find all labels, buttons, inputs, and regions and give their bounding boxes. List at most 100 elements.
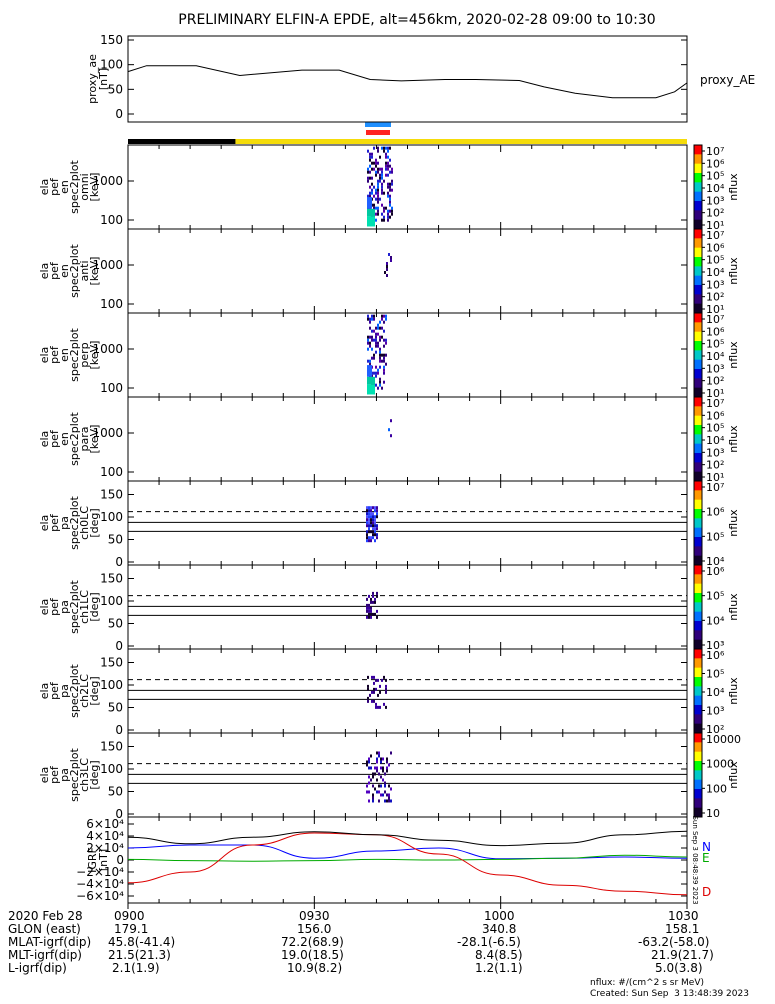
- colorbar-segment: [694, 154, 702, 165]
- colorbar-tick-label: 10¹: [706, 471, 724, 484]
- pitch-angle-pa_ch3: 150 100 50 0: [100, 732, 688, 821]
- colorbar-segment: [694, 770, 702, 781]
- pitch-angle-pixel: [386, 766, 388, 770]
- pitch-angle-pixel: [366, 533, 368, 537]
- y-axis-label-part: spec2plot: [68, 412, 81, 466]
- science-bar-blue: [365, 122, 391, 127]
- spectrogram-pixel: [371, 356, 373, 360]
- pitch-angle-pixel: [366, 603, 368, 607]
- pitch-angle-pixel: [390, 751, 392, 755]
- spectrogram-pixel: [379, 176, 381, 180]
- spectrogram-pixel: [383, 149, 385, 153]
- pitch-angle-pixel: [376, 512, 378, 516]
- spectrogram-pixel: [375, 218, 377, 222]
- pitch-angle-pixel: [388, 799, 390, 803]
- pitch-angle-pixel: [373, 687, 375, 691]
- proxy-ae-panel: 150 100 50 0 proxy_AE proxy_ae[nT]: [86, 33, 755, 123]
- pitch-angle-pixel: [370, 536, 372, 540]
- colorbar-segment: [694, 219, 702, 230]
- y-tick-label: 6×10⁴: [86, 817, 124, 831]
- y-axis-label-part: en: [58, 180, 71, 194]
- pitch-angle-pixel: [368, 512, 370, 516]
- spectrogram-pixel: [367, 208, 375, 217]
- spectrogram-pixel: [369, 158, 371, 162]
- spectrogram-pixel: [381, 353, 383, 357]
- spectrogram-pixel: [371, 176, 373, 180]
- spectrogram-pixel: [377, 386, 379, 390]
- pitch-angle-pixel: [385, 687, 387, 691]
- pitch-angle-pixel: [386, 760, 388, 764]
- footer-mlat-0900: 45.8(-41.4): [108, 935, 176, 949]
- y-axis-label-part: en: [58, 348, 71, 362]
- spectrogram-pixel: [375, 374, 377, 378]
- spectrogram-pixel: [387, 215, 389, 219]
- pitch-angle-pixel: [368, 530, 370, 534]
- pitch-angle-pixel: [366, 615, 368, 619]
- spectrogram-pixel: [386, 265, 388, 268]
- colorbar-tick-label: 10⁵: [706, 170, 724, 183]
- colorbar-segment: [694, 331, 702, 342]
- pitch-angle-pixel: [380, 784, 382, 788]
- proxy-ae-yunit: [nT]: [97, 68, 110, 90]
- colorbar-segment: [694, 602, 702, 613]
- colorbar-pa_ch1: 10⁶ 10⁵ 10⁴ 10³ nflux: [693, 564, 740, 652]
- colorbar-segment: [694, 462, 702, 473]
- pitch-angle-pixel: [367, 696, 369, 700]
- pitch-angle-pixel: [374, 597, 376, 601]
- colorbar-segment: [694, 378, 702, 389]
- colorbar-segment: [694, 173, 702, 183]
- spectrogram-pixel: [377, 332, 379, 336]
- y-tick-label: 150: [100, 740, 123, 754]
- pitch-angle-pixel: [385, 684, 387, 688]
- pitch-angle-pixel: [376, 524, 378, 528]
- pitch-angle-pixel: [376, 609, 378, 613]
- spectrogram-pixel: [383, 206, 385, 210]
- spectrogram-pixel: [385, 164, 387, 168]
- colorbar-tick-label: 10⁶: [706, 241, 725, 254]
- spectrogram-pixel: [383, 209, 385, 213]
- colorbar-segment: [694, 583, 702, 594]
- pitch-angle-pixel: [370, 615, 372, 619]
- pitch-angle-pixel: [376, 778, 378, 782]
- pitch-angle-pixel: [373, 690, 375, 694]
- pitch-angle-pixel: [368, 524, 370, 528]
- igrf-series-line: [127, 832, 688, 896]
- spectrogram-pixel: [377, 368, 379, 372]
- spectrogram-pixel: [367, 216, 375, 227]
- y-axis-label-part: spec2plot: [68, 580, 81, 634]
- spectrogram-pixel: [373, 338, 375, 342]
- spectrogram-pixel: [369, 317, 371, 321]
- colorbar-tick-label: 10³: [706, 278, 724, 291]
- colorbar-segment: [694, 527, 702, 538]
- pitch-angle-pixel: [372, 524, 374, 528]
- pitch-angle-pixel: [378, 799, 380, 803]
- spectrogram-pixel: [371, 188, 373, 192]
- colorbar-tick-label: 10⁷: [706, 397, 724, 410]
- spectrogram-pixel: [385, 317, 387, 321]
- spectrogram-pixel: [367, 149, 369, 153]
- y-axis-label-part: spec2plot: [68, 328, 81, 382]
- pitch-angle-pixel: [372, 784, 374, 788]
- spectrogram-pixel: [381, 176, 383, 180]
- spectrogram-pixel: [375, 212, 377, 216]
- igrf-series-line: [127, 844, 688, 860]
- pitch-angle-pixel: [380, 760, 382, 764]
- colorbar-segment: [694, 639, 702, 650]
- spectrogram-pixel: [386, 262, 388, 265]
- colorbar-segment: [694, 789, 702, 799]
- spectrogram-pixel: [369, 191, 371, 195]
- spectrogram-pixel: [371, 182, 373, 186]
- colorbar-tick-label: 10³: [706, 446, 724, 459]
- pitch-angle-pixel: [368, 515, 370, 519]
- colorbar-segment: [694, 275, 702, 286]
- spectrogram-pixel: [383, 356, 385, 360]
- spectrogram-pixel: [385, 167, 387, 171]
- pitch-angle-pixel: [374, 787, 376, 791]
- pitch-angle-frame: [127, 732, 688, 818]
- spectrogram-pixel: [377, 146, 379, 150]
- colorbar-segment: [694, 238, 702, 249]
- colorbar-tick-label: 100: [706, 782, 727, 795]
- pitch-angle-pixel: [367, 684, 369, 688]
- colorbar-tick-label: 10⁶: [706, 409, 725, 422]
